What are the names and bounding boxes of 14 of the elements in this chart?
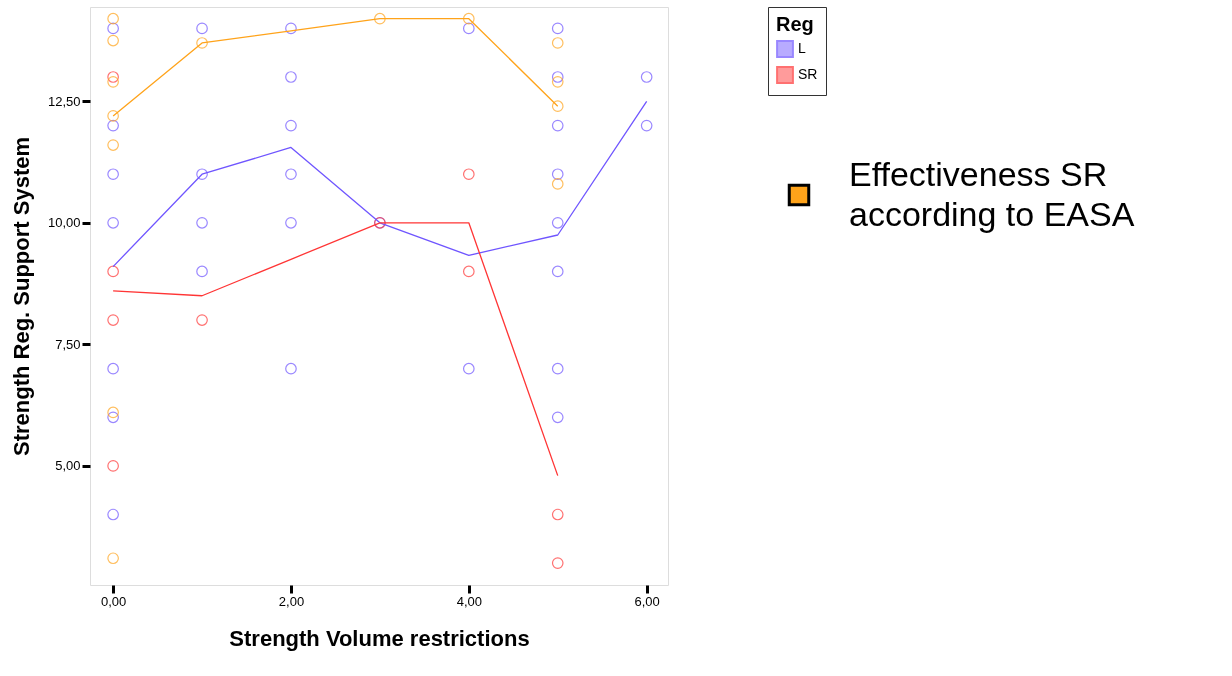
y-tick-label: 10,00 bbox=[47, 215, 81, 231]
legend-label: L bbox=[798, 40, 806, 56]
y-tick-label: 5,00 bbox=[55, 458, 81, 474]
x-tick-label: 4,00 bbox=[456, 593, 482, 609]
legend-label: Effectiveness SR according to EASA bbox=[849, 155, 1135, 233]
x-tick-label: 6,00 bbox=[634, 593, 660, 609]
y-tick-label: 12,50 bbox=[47, 93, 81, 109]
y-axis-title: Strength Reg. Support System bbox=[8, 136, 34, 457]
legend-title: Reg bbox=[776, 13, 814, 35]
x-tick-label: 2,00 bbox=[278, 593, 305, 609]
x-axis-title: Strength Volume restrictions bbox=[229, 625, 530, 651]
y-tick-label: 7,50 bbox=[55, 336, 81, 352]
legend-label: SR bbox=[798, 66, 818, 82]
x-tick-label: 0,00 bbox=[100, 593, 127, 609]
